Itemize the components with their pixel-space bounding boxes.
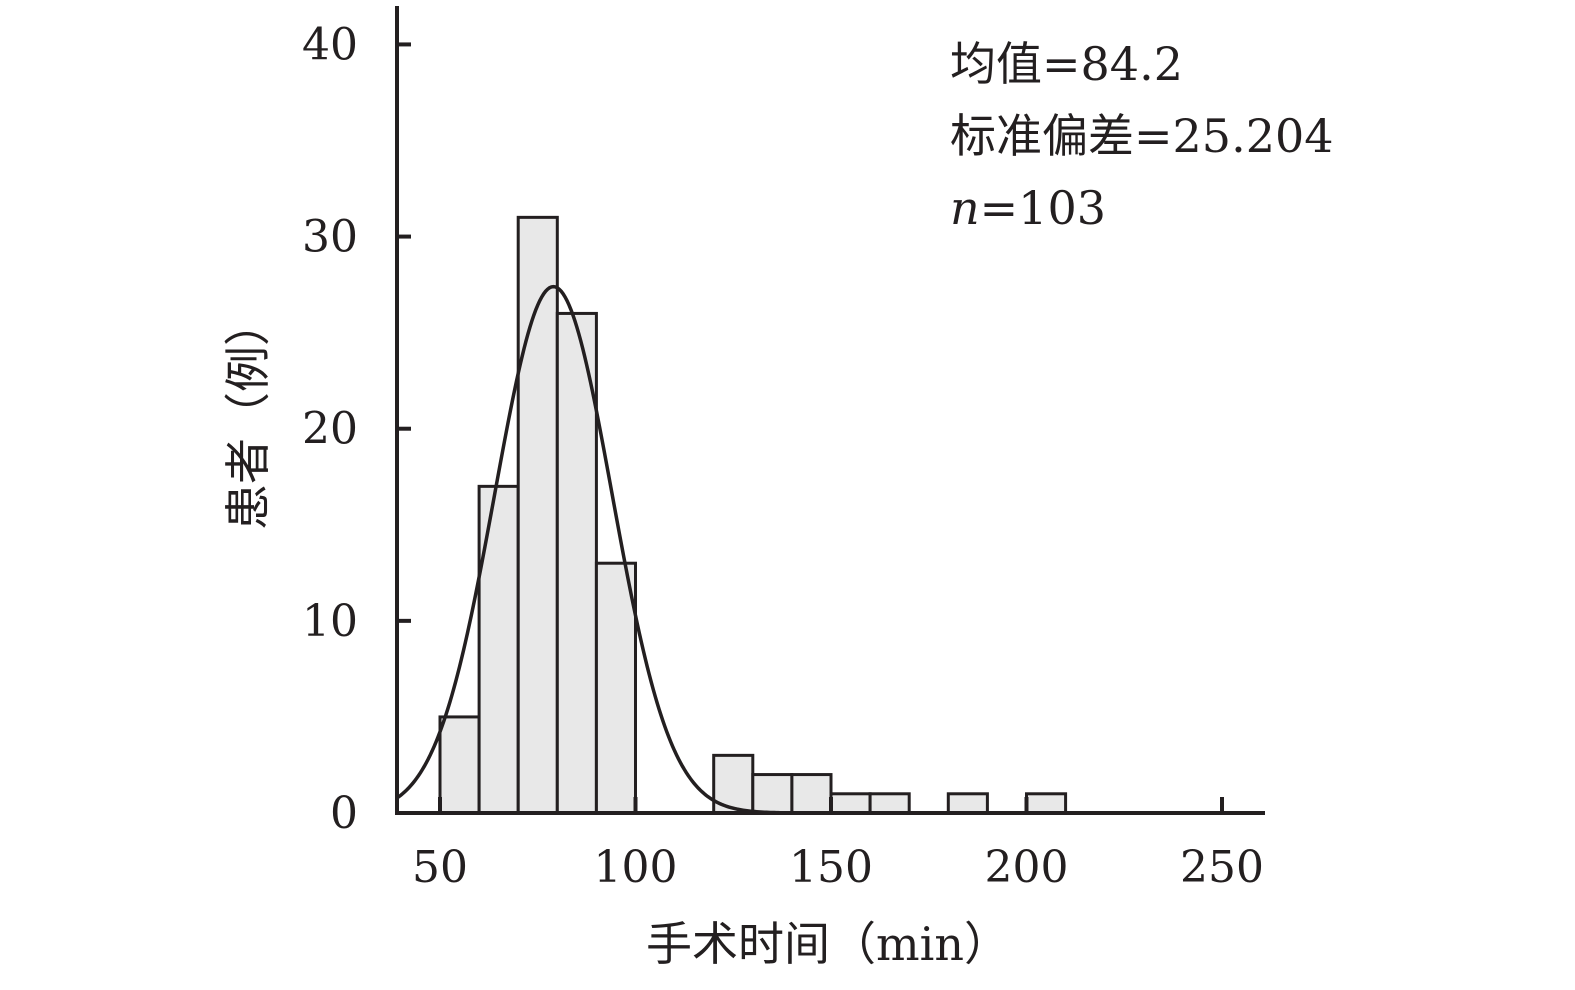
histogram-bar <box>594 561 638 815</box>
x-tick-label: 100 <box>594 842 678 893</box>
sd-annotation: 标准偏差=25.204 <box>950 109 1334 163</box>
y-tick-label: 10 <box>302 596 358 647</box>
histogram-bar <box>751 773 794 815</box>
x-tick-label: 250 <box>1180 842 1264 893</box>
histogram-bars <box>438 215 1068 815</box>
n-symbol: n <box>950 181 980 235</box>
histogram-bar <box>790 773 833 815</box>
mean-annotation: 均值=84.2 <box>950 37 1183 91</box>
x-tick-label: 150 <box>789 842 873 893</box>
x-tick-label: 200 <box>985 842 1069 893</box>
histogram-bar <box>477 484 520 815</box>
y-axis-ticks: 0 10 20 30 40 <box>302 19 411 839</box>
y-tick-label: 40 <box>302 19 358 70</box>
n-annotation: n=103 <box>950 181 1106 235</box>
x-axis-title: 手术时间（min） <box>646 917 1010 971</box>
histogram-bar <box>946 792 989 815</box>
y-axis-title: 患者（例） <box>221 300 275 530</box>
x-axis-ticks: 50 100 150 200 250 <box>412 797 1264 893</box>
y-tick-label: 30 <box>302 212 358 263</box>
histogram-bar <box>1024 792 1068 815</box>
statistics-annotation: 均值=84.2 标准偏差=25.204 n=103 <box>950 37 1334 235</box>
y-tick-label: 20 <box>302 404 358 455</box>
n-value: =103 <box>980 181 1106 235</box>
histogram-bar <box>868 792 911 815</box>
histogram-bar <box>438 715 481 815</box>
y-tick-label: 0 <box>330 788 358 839</box>
histogram-bar <box>829 792 872 815</box>
x-tick-label: 50 <box>412 842 468 893</box>
